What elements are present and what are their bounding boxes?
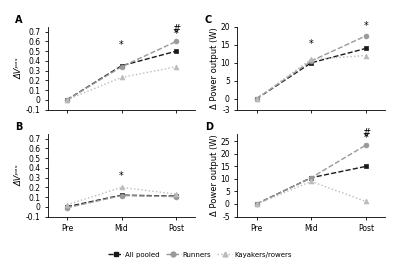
Y-axis label: Δ Power output (W): Δ Power output (W) [210, 27, 219, 109]
Runners [364, 34, 368, 37]
Y-axis label: ΔVᵖᵒˢ: ΔVᵖᵒˢ [15, 164, 24, 186]
Text: A: A [15, 15, 23, 25]
Legend: All pooled, Runners, Kayakers/rowers: All pooled, Runners, Kayakers/rowers [105, 249, 295, 261]
Runners [174, 195, 179, 198]
All pooled [309, 61, 314, 64]
Line: All pooled: All pooled [64, 49, 179, 102]
All pooled [119, 194, 124, 197]
Text: C: C [205, 15, 212, 25]
All pooled [254, 97, 259, 100]
Kayakers/rowers [254, 202, 259, 206]
Runners [119, 65, 124, 68]
Line: Runners: Runners [254, 34, 368, 101]
Kayakers/rowers [174, 192, 179, 196]
Kayakers/rowers [254, 97, 259, 100]
All pooled [119, 64, 124, 67]
Text: *: * [309, 39, 314, 49]
Line: All pooled: All pooled [254, 164, 368, 206]
Text: *: * [119, 172, 124, 181]
Runners [254, 97, 259, 100]
All pooled [364, 47, 368, 50]
Kayakers/rowers [309, 58, 314, 61]
Line: Runners: Runners [64, 39, 179, 102]
All pooled [64, 98, 69, 101]
Kayakers/rowers [64, 98, 69, 101]
All pooled [254, 202, 259, 206]
Runners [309, 59, 314, 63]
Line: Kayakers/rowers: Kayakers/rowers [254, 53, 368, 101]
Line: Runners: Runners [64, 193, 179, 210]
Line: Kayakers/rowers: Kayakers/rowers [64, 185, 179, 207]
Text: D: D [205, 122, 213, 132]
Line: Kayakers/rowers: Kayakers/rowers [64, 64, 179, 102]
Line: Runners: Runners [254, 143, 368, 206]
Line: All pooled: All pooled [254, 46, 368, 101]
Text: *: * [364, 21, 368, 31]
Runners [64, 206, 69, 209]
Kayakers/rowers [119, 76, 124, 79]
Y-axis label: ΔVᵖᵒˢ: ΔVᵖᵒˢ [15, 57, 24, 79]
Runners [364, 144, 368, 147]
Runners [254, 202, 259, 206]
Line: All pooled: All pooled [64, 193, 179, 209]
Text: B: B [15, 122, 23, 132]
Runners [119, 194, 124, 197]
All pooled [174, 195, 179, 198]
Kayakers/rowers [364, 200, 368, 203]
All pooled [364, 165, 368, 168]
Kayakers/rowers [364, 54, 368, 57]
Text: *: * [119, 40, 124, 50]
All pooled [309, 176, 314, 179]
Text: #: # [362, 128, 370, 138]
Text: *: * [174, 30, 178, 40]
Runners [64, 98, 69, 101]
Kayakers/rowers [119, 186, 124, 189]
Runners [174, 40, 179, 43]
Kayakers/rowers [174, 65, 179, 68]
Runners [309, 176, 314, 179]
All pooled [174, 50, 179, 53]
Kayakers/rowers [64, 203, 69, 206]
All pooled [64, 205, 69, 208]
Text: *: * [364, 133, 368, 143]
Kayakers/rowers [309, 180, 314, 183]
Line: Kayakers/rowers: Kayakers/rowers [254, 179, 368, 206]
Y-axis label: Δ Power output (W): Δ Power output (W) [210, 134, 219, 216]
Text: #: # [172, 24, 180, 34]
